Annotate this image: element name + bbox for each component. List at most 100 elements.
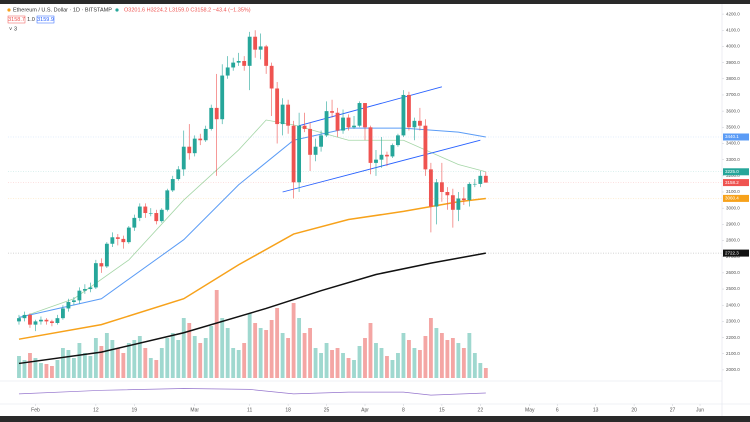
volume-bar [121, 353, 126, 378]
candle-body [461, 198, 466, 201]
sell-price[interactable]: 3158.7 [8, 17, 25, 23]
candle-body [17, 318, 21, 322]
candle-body [472, 183, 477, 185]
volume-bar [478, 363, 483, 378]
symbol-icon [7, 8, 11, 12]
candle-body [39, 319, 43, 322]
candle-body [82, 289, 87, 291]
candle-body [396, 135, 400, 146]
volume-bar [297, 318, 302, 378]
volume-bar [461, 348, 466, 378]
volume-bar [225, 328, 230, 378]
candle-body [50, 321, 54, 324]
candle-body [126, 227, 131, 243]
volume-bar [231, 348, 236, 378]
volume-bar [99, 346, 104, 378]
candle-body [93, 263, 98, 288]
volume-bar [17, 356, 21, 378]
candle-body [423, 125, 428, 170]
candle-body [198, 138, 203, 141]
buy-price[interactable]: 3159.9 [37, 17, 54, 23]
candle-body [379, 154, 384, 160]
rsi-line [18, 388, 486, 396]
bottom-strip [0, 416, 750, 422]
x-tick-label: 19 [132, 407, 138, 413]
candle-body [445, 192, 450, 196]
candle-body [258, 46, 263, 50]
candle-body [170, 179, 175, 191]
indicator-count[interactable]: 3 [14, 26, 17, 32]
candle-body [269, 65, 274, 89]
candle-body [341, 117, 345, 131]
candle-body [280, 104, 285, 125]
volume-bar [50, 366, 54, 378]
x-tick-label: Mar [190, 407, 199, 413]
candle-body [115, 237, 120, 239]
price-tag [723, 179, 749, 187]
volume-bar [407, 340, 411, 378]
volume-bar [423, 336, 428, 378]
volume-bar [28, 353, 32, 378]
y-tick-label: 2300.0 [726, 319, 740, 324]
volume-bar [126, 343, 131, 378]
volume-bar [335, 348, 340, 378]
volume-bar [242, 343, 247, 378]
candle-body [110, 237, 115, 244]
candle-body [99, 263, 104, 267]
y-tick-label: 3100.0 [726, 189, 740, 194]
volume-bar [137, 336, 142, 378]
candle-body [330, 111, 334, 113]
indicator-line [18, 252, 486, 365]
candle-body [143, 206, 148, 214]
volume-bar [93, 338, 98, 378]
indicator-toggle-icon[interactable]: ˅ [9, 26, 12, 32]
volume-bar [319, 353, 323, 378]
candle-body [236, 60, 241, 63]
y-tick-label: 3300.0 [726, 157, 740, 162]
volume-bar [357, 346, 362, 378]
volume-bar [247, 313, 252, 378]
candle-body [324, 111, 329, 136]
x-tick-label: 22 [478, 407, 484, 413]
candle-body [247, 36, 252, 66]
volume-bar [220, 318, 225, 378]
volume-bar [165, 338, 170, 378]
volume-bar [55, 360, 60, 378]
volume-bar [412, 348, 417, 378]
volume-bar [82, 353, 87, 378]
volume-bar [379, 348, 384, 378]
buy-button[interactable] [36, 15, 55, 24]
y-tick-label: 3000.0 [726, 205, 740, 210]
y-tick-label: 2500.0 [726, 286, 740, 291]
volume-bar [214, 290, 219, 378]
volume-bar [159, 348, 164, 378]
candle-body [220, 75, 225, 120]
volume-bar [302, 333, 307, 378]
sell-button[interactable] [7, 15, 26, 24]
candle-body [483, 175, 488, 183]
volume-bar [390, 360, 395, 378]
candle-body [434, 182, 439, 207]
price-tag-label: 3158.2 [725, 180, 739, 185]
candle-body [242, 60, 247, 66]
candle-body [407, 94, 411, 128]
y-tick-label: 2000.0 [726, 367, 740, 372]
y-tick-label: 2100.0 [726, 351, 740, 356]
candle-body [308, 128, 312, 155]
candle-body [132, 217, 137, 228]
volume-bar [363, 338, 367, 378]
volume-bar [66, 350, 71, 378]
candle-body [335, 112, 340, 131]
candle-body [456, 198, 461, 210]
volume-bar [368, 323, 373, 378]
candle-body [137, 206, 142, 218]
volume-bar [44, 364, 49, 378]
candle-body [66, 301, 71, 309]
candle-body [374, 159, 378, 163]
price-tag-label: 3440.1 [725, 134, 739, 139]
volume-bar [132, 340, 137, 378]
x-tick-label: 12 [93, 407, 99, 413]
x-tick-label: 8 [402, 407, 405, 413]
volume-bar [110, 340, 115, 378]
